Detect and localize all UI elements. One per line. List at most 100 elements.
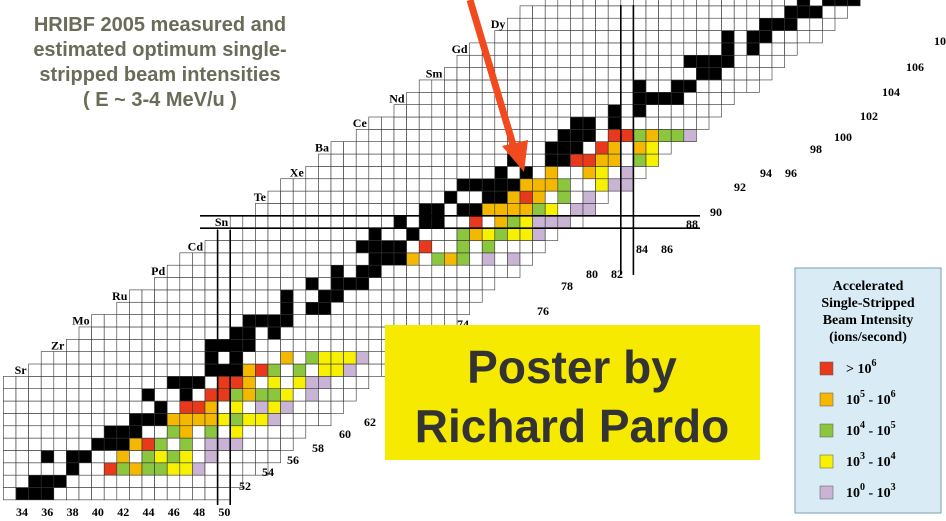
cell: [469, 141, 483, 155]
cell: [456, 79, 470, 93]
cell: [217, 289, 231, 303]
cell: [116, 388, 130, 402]
arrow-head: [502, 140, 528, 172]
cell: [406, 264, 420, 278]
cell: [355, 351, 370, 365]
cell: [204, 462, 218, 476]
cell: [708, 54, 722, 68]
cell: [154, 301, 168, 315]
cell: [3, 437, 17, 451]
cell: [645, 104, 659, 118]
cell: [393, 178, 407, 192]
cell: [683, 79, 697, 93]
cell: [494, 190, 508, 204]
cell: [318, 376, 332, 390]
cell: [759, 17, 773, 31]
cell: [129, 326, 143, 340]
cell: [229, 289, 244, 303]
cell: [418, 240, 433, 254]
cell: [595, 153, 609, 167]
cell: [418, 166, 433, 180]
cell: [204, 474, 218, 488]
cell: [469, 252, 483, 266]
cell: [305, 252, 319, 266]
cell: [116, 474, 130, 488]
cell: [456, 277, 470, 291]
cell: [645, 129, 659, 143]
cell: [570, 178, 584, 192]
cell: [481, 116, 496, 130]
cell: [544, 5, 559, 19]
cell: [292, 190, 307, 204]
cell: [40, 474, 55, 488]
legend-title: Single-Stripped: [821, 296, 915, 311]
cell: [368, 166, 382, 180]
cell: [292, 277, 307, 291]
cell: [784, 5, 798, 19]
cell: [255, 363, 269, 377]
cell: [217, 351, 231, 365]
cell: [217, 252, 231, 266]
cell: [481, 166, 496, 180]
cell: [305, 326, 319, 340]
cell: [381, 215, 395, 229]
cell: [217, 474, 231, 488]
cell: [733, 17, 748, 31]
cell: [192, 301, 206, 315]
cell: [229, 363, 244, 377]
cell: [355, 314, 370, 328]
cell: [192, 376, 206, 390]
cell: [721, 42, 735, 56]
cell: [721, 5, 735, 19]
cell: [557, 0, 571, 7]
cell: [658, 67, 672, 81]
cell: [318, 227, 332, 241]
cell: [507, 42, 521, 56]
cell: [305, 289, 319, 303]
cell: [658, 17, 672, 31]
cell: [519, 67, 533, 81]
cell: [431, 252, 445, 266]
legend-label: 100 - 103: [846, 482, 896, 501]
cell: [305, 400, 319, 414]
cell: [469, 54, 483, 68]
cell: [292, 376, 307, 390]
cell: [255, 388, 269, 402]
cell: [141, 413, 155, 427]
cell: [3, 450, 17, 464]
cell: [444, 301, 458, 315]
cell: [469, 92, 483, 105]
cell: [469, 215, 483, 229]
cell: [292, 400, 307, 414]
cell: [381, 277, 395, 291]
cell: [255, 338, 269, 352]
cell: [444, 240, 458, 254]
cell: [519, 5, 533, 19]
cell: [154, 376, 168, 390]
cell: [444, 289, 458, 303]
cell: [330, 289, 344, 303]
n-label: 80: [586, 267, 598, 281]
cell: [620, 79, 634, 93]
cell: [544, 166, 559, 180]
cell: [444, 141, 458, 155]
cell: [292, 425, 307, 439]
cell: [78, 351, 92, 365]
legend-text: 10: [846, 455, 860, 470]
cell: [456, 289, 470, 303]
cell: [66, 462, 80, 476]
cell: [620, 129, 634, 143]
cell: [557, 30, 571, 44]
cell: [66, 450, 80, 464]
cell: [607, 153, 622, 167]
cell: [633, 92, 647, 105]
cell: [696, 116, 710, 130]
cell: [116, 326, 130, 340]
cell: [330, 240, 344, 254]
cell: [330, 203, 344, 217]
cell: [456, 190, 470, 204]
cell: [343, 190, 357, 204]
cell: [15, 474, 29, 488]
cell: [507, 227, 521, 241]
cell-grid: [3, 0, 861, 505]
